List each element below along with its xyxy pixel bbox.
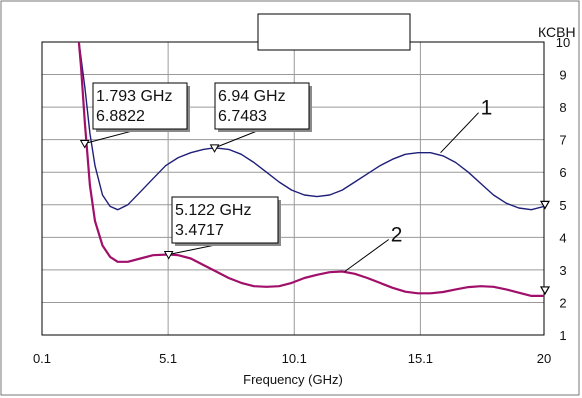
series-layer <box>77 42 544 297</box>
marker-callout: 6.94 GHz 6.7483 <box>209 82 312 153</box>
series-line-2 <box>77 42 544 297</box>
grid <box>42 42 544 335</box>
marker-layer: 1.793 GHz 6.8822 6.94 GHz 6.7483 5.122 GHz 3.… <box>79 82 551 296</box>
curve-label-text: 2 <box>391 224 403 247</box>
y-tick-label: 10 <box>556 35 570 50</box>
y-tick-label: 2 <box>559 295 566 310</box>
y-tick-label: 9 <box>559 68 566 83</box>
marker-point <box>79 140 90 149</box>
marker-point <box>209 144 220 153</box>
x-tick-label: 0.1 <box>33 351 51 366</box>
marker-value: 3.4717 <box>175 222 224 239</box>
legend-box <box>257 13 411 51</box>
callout-box <box>214 82 310 130</box>
x-tick-label: 5.1 <box>159 351 177 366</box>
x-axis-label: Frequency (GHz) <box>243 372 343 387</box>
x-tick-label: 10.1 <box>282 351 307 366</box>
marker-leader-line <box>214 128 263 149</box>
series-end-marker <box>539 200 551 210</box>
marker-frequency: 5.122 GHz <box>175 202 251 219</box>
y-tick-label: 8 <box>559 100 566 115</box>
marker-frequency: 6.94 GHz <box>218 88 286 105</box>
curve-label-leader <box>440 112 479 154</box>
y-tick-label: 7 <box>559 133 566 148</box>
y-tick-label: 3 <box>559 263 566 278</box>
callout-box <box>171 196 279 244</box>
y-tick-label: 5 <box>559 198 566 213</box>
marker-value: 6.8822 <box>96 108 145 125</box>
y-tick-labels: 1 2 3 4 5 6 7 8 9 10 <box>556 35 570 343</box>
x-tick-labels: 0.1 5.1 10.1 15.1 20 <box>33 351 551 366</box>
x-tick-label: 20 <box>537 351 551 366</box>
y-tick-label: 6 <box>559 165 566 180</box>
series-line-1 <box>78 42 544 211</box>
x-tick-label: 15.1 <box>408 351 433 366</box>
y-axis-label: КСВН <box>538 24 576 40</box>
curve-label-1: 1 <box>440 97 493 154</box>
callout-box <box>92 82 188 130</box>
series-end-marker <box>539 286 551 296</box>
y-tick-label: 4 <box>559 230 566 245</box>
curve-label-leader <box>344 239 390 272</box>
marker-callout: 1.793 GHz 6.8822 <box>79 82 190 149</box>
y-tick-label: 1 <box>559 328 566 343</box>
marker-callout: 5.122 GHz 3.4717 <box>163 196 281 260</box>
curve-label-text: 1 <box>481 97 493 120</box>
marker-frequency: 1.793 GHz <box>96 88 172 105</box>
marker-value: 6.7483 <box>218 108 267 125</box>
marker-point <box>163 251 174 260</box>
curve-label-2: 2 <box>344 224 403 272</box>
